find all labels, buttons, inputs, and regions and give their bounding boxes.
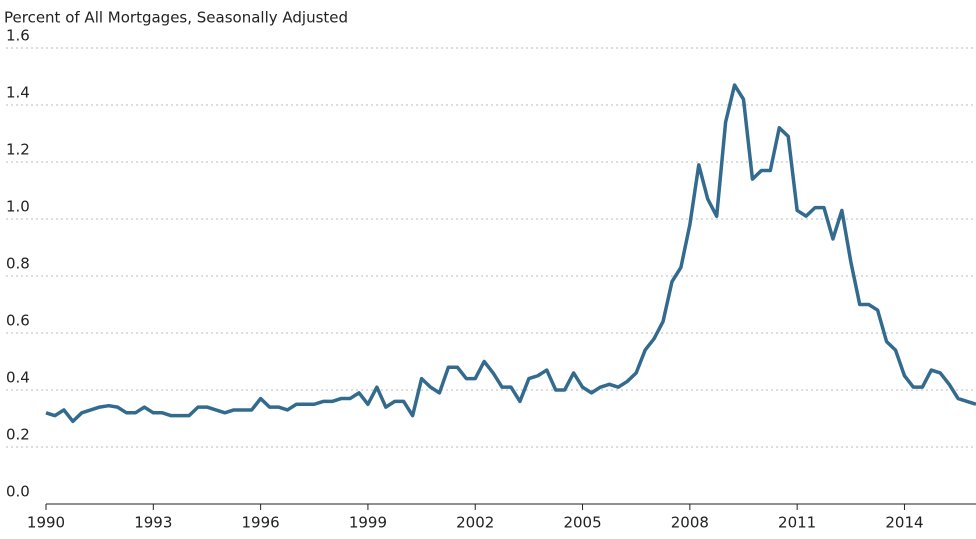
y-tick-label: 1.2	[6, 141, 30, 159]
y-tick-label: 0.2	[6, 426, 30, 444]
y-tick-label: 0.6	[6, 312, 30, 330]
y-tick-label: 1.6	[6, 27, 30, 45]
y-axis-label: Percent of All Mortgages, Seasonally Adj…	[4, 9, 348, 27]
x-tick-label: 2011	[778, 514, 816, 532]
x-tick-label: 1993	[134, 514, 172, 532]
x-tick-label: 2002	[456, 514, 494, 532]
x-tick-label: 2005	[563, 514, 601, 532]
y-tick-label: 0.8	[6, 255, 30, 273]
x-tick-label: 1999	[349, 514, 387, 532]
y-tick-label: 1.4	[6, 84, 30, 102]
x-tick-label: 1990	[27, 514, 65, 532]
x-tick-label: 2008	[671, 514, 709, 532]
y-tick-label: 1.0	[6, 198, 30, 216]
y-tick-label: 0.0	[6, 483, 30, 501]
x-tick-label: 2014	[885, 514, 923, 532]
x-tick-label: 1996	[242, 514, 280, 532]
y-tick-label: 0.4	[6, 369, 30, 387]
line	[45, 83, 976, 424]
